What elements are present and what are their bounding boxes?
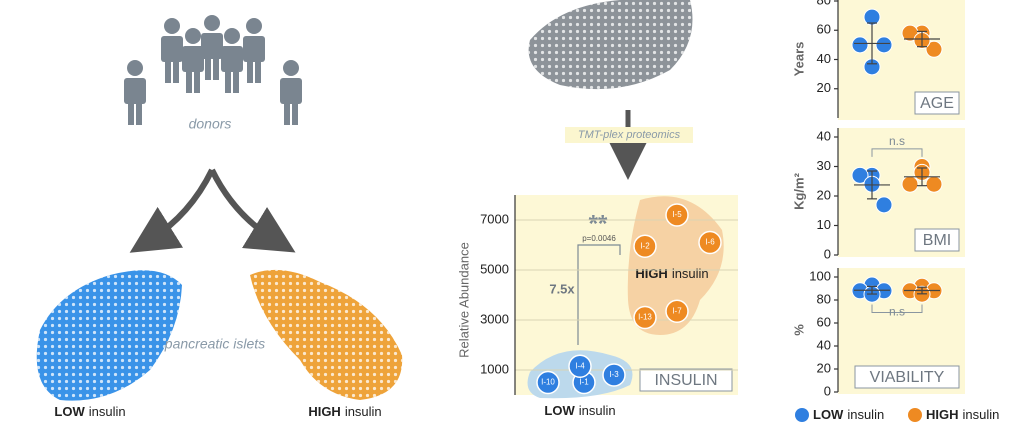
legend-label: HIGH insulin xyxy=(926,407,999,422)
annotation: n.s xyxy=(889,134,905,148)
y-axis-label: Years xyxy=(791,42,806,77)
text: insulin xyxy=(89,404,126,419)
box xyxy=(914,228,960,252)
box-label: AGE xyxy=(920,95,954,112)
bracket xyxy=(871,304,923,314)
legend-label: LOW insulin xyxy=(813,407,884,422)
text: insulin xyxy=(847,407,884,422)
point xyxy=(665,299,689,323)
y-axis-label: Relative Abundance xyxy=(456,242,471,358)
point-label: I-13 xyxy=(638,313,652,322)
point xyxy=(665,203,689,227)
point xyxy=(536,370,560,395)
islets-high xyxy=(250,269,403,400)
bracket xyxy=(871,148,923,157)
point xyxy=(633,305,657,330)
y-tick-label: 40 xyxy=(817,337,831,352)
point xyxy=(698,230,722,255)
bold: HIGH xyxy=(926,407,959,422)
point-label: I-4 xyxy=(575,361,585,370)
y-tick-label: 60 xyxy=(817,22,831,37)
point-label: I-5 xyxy=(672,210,682,219)
box xyxy=(914,91,960,115)
y-tick-label: 0 xyxy=(824,383,831,398)
y-tick-label: 40 xyxy=(817,128,831,143)
donors-label: donors xyxy=(189,116,232,132)
y-tick-label: 40 xyxy=(817,51,831,66)
y-tick-label: 0 xyxy=(824,246,831,261)
point xyxy=(602,363,626,387)
high-label: HIGH insulin xyxy=(308,404,381,419)
point xyxy=(568,354,592,378)
p-value: p=0.0046 xyxy=(582,234,616,243)
islets-low xyxy=(36,270,183,401)
legend-swatch xyxy=(908,408,922,422)
bold: LOW xyxy=(54,404,85,419)
y-axis-label: % xyxy=(791,324,806,336)
point xyxy=(851,36,869,54)
y-axis-label: Kg/m² xyxy=(791,172,806,210)
box xyxy=(854,365,960,389)
bold: HIGH xyxy=(308,404,341,419)
bracket xyxy=(577,244,621,345)
text: insulin xyxy=(579,403,616,418)
legend-swatch xyxy=(795,408,809,422)
group-high-label: HIGH insulin xyxy=(635,266,708,281)
y-tick-label: 1000 xyxy=(480,361,509,376)
text: insulin xyxy=(345,404,382,419)
point-label: I-3 xyxy=(609,370,619,379)
box-label: BMI xyxy=(923,232,951,249)
arrow xyxy=(129,168,215,253)
point-label: I-2 xyxy=(640,241,650,250)
highlight xyxy=(565,127,693,143)
donor-icons xyxy=(124,15,302,125)
bold: LOW xyxy=(544,403,575,418)
fold-change: 7.5x xyxy=(549,281,575,296)
y-tick-label: 60 xyxy=(817,314,831,329)
point xyxy=(875,196,893,214)
point-label: I-10 xyxy=(541,378,555,387)
point-label: I-1 xyxy=(579,378,589,387)
point-label: I-6 xyxy=(705,238,715,247)
text: insulin xyxy=(672,266,709,281)
annotation: n.s xyxy=(889,305,905,319)
arrow xyxy=(209,168,296,253)
box xyxy=(639,368,733,392)
bold: HIGH xyxy=(635,266,668,281)
group-low-label: LOW insulin xyxy=(544,403,615,418)
point xyxy=(633,234,657,258)
low-label: LOW insulin xyxy=(54,404,125,419)
bold: LOW xyxy=(813,407,844,422)
box-label: INSULIN xyxy=(654,372,717,389)
islets-pool xyxy=(528,0,693,90)
y-tick-label: 80 xyxy=(817,0,831,7)
group-bg xyxy=(627,196,724,335)
point-label: I-7 xyxy=(672,306,682,315)
significance: ** xyxy=(589,210,608,237)
y-tick-label: 7000 xyxy=(480,211,509,226)
y-tick-label: 30 xyxy=(817,158,831,173)
y-tick-label: 100 xyxy=(809,268,831,283)
y-tick-label: 10 xyxy=(817,217,831,232)
point xyxy=(901,175,919,193)
y-tick-label: 20 xyxy=(817,80,831,95)
point xyxy=(925,40,943,58)
y-tick-label: 5000 xyxy=(480,261,509,276)
point xyxy=(851,166,869,184)
y-tick-label: 20 xyxy=(817,360,831,375)
y-tick-label: 80 xyxy=(817,291,831,306)
method-label: TMT-plex proteomics xyxy=(578,129,681,141)
islets-label: pancreatic islets xyxy=(164,336,265,352)
point xyxy=(875,36,893,54)
y-tick-label: 3000 xyxy=(480,311,509,326)
text: insulin xyxy=(963,407,1000,422)
y-tick-label: 20 xyxy=(817,187,831,202)
box-label: VIABILITY xyxy=(870,369,945,386)
point xyxy=(925,175,943,193)
